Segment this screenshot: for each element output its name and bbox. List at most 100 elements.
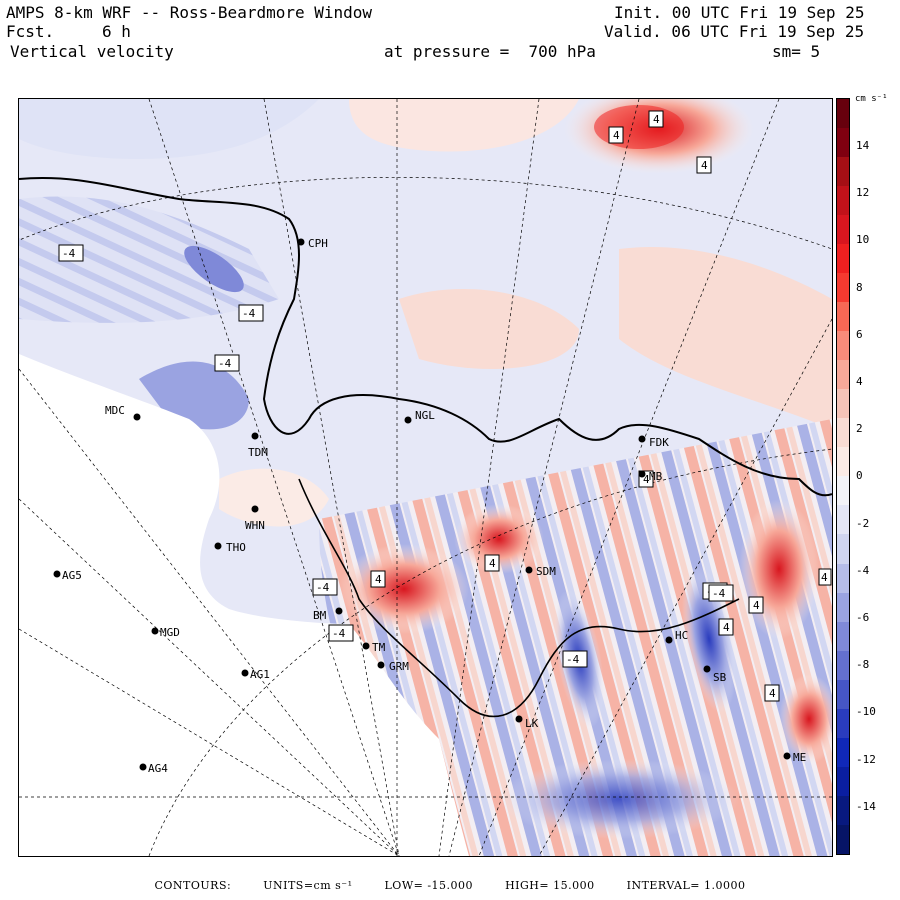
colorbar-segment [837,302,849,332]
contour-low: LOW= -15.000 [384,879,474,892]
svg-text:WHN: WHN [245,519,265,532]
station-mb: MB [638,470,663,483]
colorbar-segment [837,824,849,854]
svg-text:HC: HC [675,629,688,642]
contour-info: CONTOURS: UNITS=cm s⁻¹ LOW= -15.000 HIGH… [0,879,900,892]
station-sdm: SDM [525,565,556,578]
map-canvas: 4 4 4 -4 -4 -4 4 4 -4 4 -4 4 -4 -4 4 -4 … [19,99,832,856]
svg-text:AG1: AG1 [250,668,270,681]
svg-text:AG5: AG5 [62,569,82,582]
station-tho: THO [214,541,246,554]
colorbar-tick-label: -10 [856,705,876,719]
colorbar-tick-label: 12 [856,186,870,200]
subsidence-area [19,99,319,159]
colorbar-segment [837,215,849,245]
colorbar-segment [837,708,849,738]
coastline [19,177,832,497]
contour-label: 4 [370,570,386,588]
svg-text:TDM: TDM [248,446,268,459]
colorbar-segment [837,476,849,506]
contour-high: HIGH= 15.000 [505,879,595,892]
colorbar-segment [837,650,849,680]
colorbar-tick-label: -6 [856,611,870,624]
colorbar-segment [837,766,849,796]
colorbar-segment [837,389,849,419]
colorbar-segment [837,447,849,477]
svg-text:4: 4 [723,621,730,634]
colorbar-tick-label: 4 [856,375,863,388]
svg-text:BM: BM [313,609,327,622]
svg-text:CPH: CPH [308,237,328,250]
colorbar-tick-label: 2 [856,422,863,436]
svg-text:ME: ME [793,751,806,764]
valid-time: Valid. 06 UTC Fri 19 Sep 25 [604,22,865,41]
field-name: Vertical velocity [10,42,174,61]
map-panel: 4 4 4 -4 -4 -4 4 4 -4 4 -4 4 -4 -4 4 -4 … [18,98,833,857]
init-time: Init. 00 UTC Fri 19 Sep 25 [614,3,865,22]
contours-label: CONTOURS: [154,879,232,892]
colorbar-tick-label: 8 [856,280,863,294]
svg-text:MDC: MDC [105,404,125,417]
station-fdk: FDK [638,435,669,449]
svg-text:4: 4 [613,129,620,142]
svg-text:-4: -4 [332,627,346,640]
contour-label: 4 [696,156,712,174]
colorbar-tick-label: -2 [856,516,870,530]
colorbar-segment [837,273,849,303]
station-tdm: TDM [248,432,268,459]
subsidence-area [499,759,739,839]
svg-text:MGD: MGD [160,626,180,639]
colorbar-segment [837,128,849,158]
ascent-area [399,289,579,369]
colorbar-segment [837,186,849,216]
station-ag4: AG4 [139,762,168,775]
svg-text:-4: -4 [62,247,76,260]
subsidence-core [184,245,244,293]
svg-text:THO: THO [226,541,246,554]
map-title: AMPS 8-km WRF -- Ross-Beardmore Window [6,3,373,22]
subsidence-area [19,196,279,323]
station-ag5: AG5 [53,569,82,582]
colorbar-units: cm s⁻¹ [855,94,888,104]
svg-text:FDK: FDK [649,436,669,449]
colorbar-segment [837,621,849,651]
svg-text:-4: -4 [242,307,256,320]
forecast-label: Fcst. [6,22,55,41]
contour-label: -4 [238,304,264,322]
contour-label: 4 [648,110,664,128]
contour-label: -4 [562,650,588,668]
contour-label: -4 [312,578,338,596]
ascent-core [779,674,832,764]
station-tm: TM [362,641,386,654]
colorbar-segment [837,244,849,274]
contour-label: 4 [484,554,500,572]
station-grm: GRM [377,660,409,673]
colorbar-tick-label: 0 [856,469,863,483]
contour-label: 4 [608,126,624,144]
contour-label: -4 [708,584,734,602]
svg-text:4: 4 [375,573,382,586]
svg-text:-4: -4 [316,581,330,594]
svg-text:-4: -4 [712,587,726,600]
contour-units: UNITS=cm s⁻¹ [263,879,353,892]
contour-label: 4 [818,568,832,586]
subsidence-core [682,565,736,713]
contour-label: -4 [58,244,84,262]
masked-terrain-region [19,354,469,856]
ascent-core [339,544,469,634]
svg-text:4: 4 [769,687,776,700]
svg-text:4: 4 [489,557,496,570]
svg-text:AG4: AG4 [148,762,168,775]
station-bm: BM [313,607,343,622]
svg-text:LK: LK [525,717,539,730]
lat-lon-grid [19,99,832,856]
colorbar-segment [837,592,849,622]
colorbar-segment [837,534,849,564]
svg-text:NGL: NGL [415,409,435,422]
station-whn: WHN [245,505,265,532]
forecast-hour: 6 h [102,22,131,41]
colorbar-segment [837,737,849,767]
svg-text:SDM: SDM [536,565,556,578]
contour-label: 4 [718,618,734,636]
ascent-core [739,499,819,639]
